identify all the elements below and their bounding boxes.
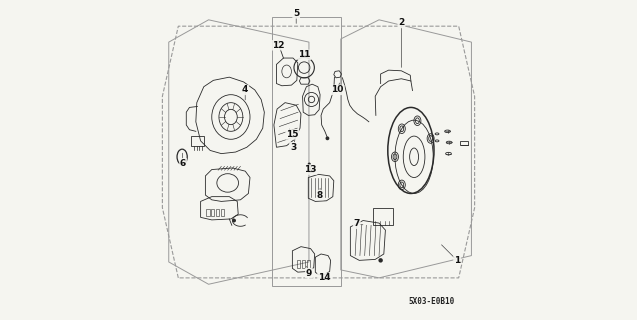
Circle shape — [276, 41, 280, 44]
Circle shape — [326, 136, 329, 140]
Text: 15: 15 — [286, 130, 299, 139]
Circle shape — [305, 51, 308, 54]
Circle shape — [308, 163, 311, 166]
Text: 7: 7 — [354, 219, 360, 228]
Text: 14: 14 — [318, 273, 331, 282]
Text: 3: 3 — [290, 143, 296, 152]
Circle shape — [326, 274, 330, 278]
Text: 10: 10 — [331, 85, 344, 94]
Text: 9: 9 — [306, 268, 312, 278]
Circle shape — [378, 258, 383, 263]
Text: 6: 6 — [180, 159, 186, 168]
Text: 11: 11 — [298, 50, 310, 59]
Text: 13: 13 — [304, 165, 317, 174]
Circle shape — [232, 219, 236, 222]
Text: 5X03-E0B10: 5X03-E0B10 — [408, 297, 455, 306]
Text: 12: 12 — [273, 41, 285, 50]
Text: 2: 2 — [398, 19, 404, 28]
Text: 4: 4 — [242, 85, 248, 94]
Text: 1: 1 — [454, 256, 460, 265]
Text: 8: 8 — [317, 190, 323, 200]
Text: 5: 5 — [293, 9, 299, 18]
